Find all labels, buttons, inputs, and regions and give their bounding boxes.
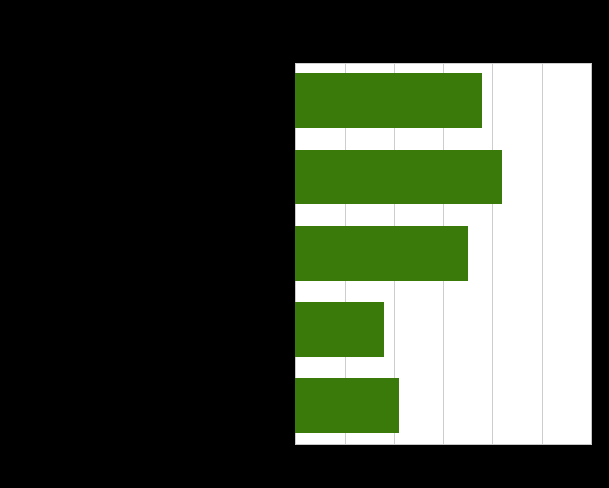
Bar: [295, 74, 482, 129]
Bar: [295, 226, 468, 281]
Bar: [295, 303, 384, 357]
Bar: [295, 150, 502, 205]
Bar: [295, 379, 399, 433]
